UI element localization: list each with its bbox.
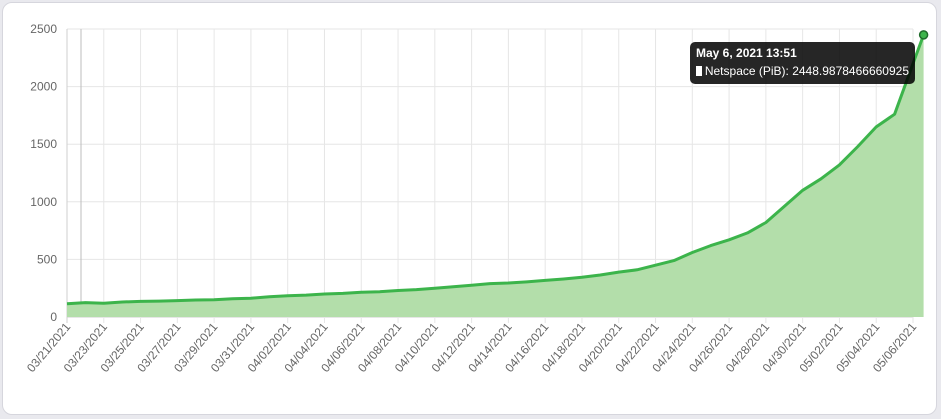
y-tick-label: 2500	[30, 22, 57, 36]
tooltip-label: Netspace (PiB): 2448.9878466660925	[704, 64, 909, 78]
highlighted-point	[918, 30, 929, 40]
tooltip-row: Netspace (PiB): 2448.9878466660925	[696, 64, 909, 78]
x-axis: 03/21/202103/23/202103/25/202103/27/2021…	[24, 320, 920, 375]
tooltip-title: May 6, 2021 13:51	[696, 46, 797, 60]
y-tick-label: 500	[37, 252, 57, 266]
y-axis: 0 500 1000 1500 2000 2500	[30, 22, 57, 324]
y-tick-label: 2000	[30, 80, 57, 94]
tooltip-color-swatch	[696, 66, 702, 76]
y-tick-label: 1000	[30, 195, 57, 209]
chart-tooltip: May 6, 2021 13:51 Netspace (PiB): 2448.9…	[690, 42, 915, 84]
series-line	[66, 34, 926, 306]
series-area	[66, 30, 929, 318]
y-tick-label: 1500	[30, 137, 57, 151]
y-tick-label: 0	[50, 310, 57, 324]
